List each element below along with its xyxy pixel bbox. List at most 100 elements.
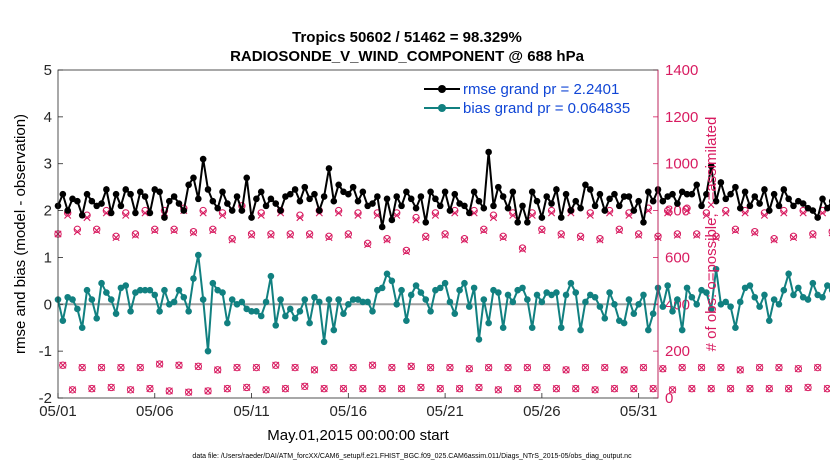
bias-point <box>582 298 589 306</box>
obs-possible-point <box>547 206 556 215</box>
rmse-point <box>83 190 91 198</box>
rmse-point <box>311 190 318 198</box>
obs-assimilated-point <box>78 363 86 372</box>
bias-point <box>325 296 333 303</box>
obs-possible-point <box>199 206 207 215</box>
x-axis-label: May.01,2015 00:00:00 start <box>267 427 449 444</box>
rmse-point <box>427 188 434 196</box>
rmse-point <box>359 188 367 196</box>
y-axis-label: rmse and bias (model - observation) <box>12 114 29 354</box>
bias-point <box>519 284 526 292</box>
bias-point <box>499 324 507 332</box>
rmse-point <box>132 209 139 217</box>
obs-possible-point <box>175 361 183 369</box>
obs-assimilated-point <box>310 366 319 374</box>
obs-possible-point <box>455 384 464 393</box>
obs-assimilated-point <box>547 209 556 217</box>
rmse-point <box>190 174 197 182</box>
rmse-point <box>659 197 667 205</box>
obs-possible-point <box>78 363 86 372</box>
rmse-point <box>465 209 473 217</box>
bias-point <box>577 326 584 334</box>
obs-possible-point <box>596 234 604 243</box>
rmse-point <box>243 174 251 182</box>
obs-possible-point <box>431 209 440 217</box>
bias-point <box>557 324 565 332</box>
obs-count-series <box>54 202 830 396</box>
rmse-point <box>248 214 255 221</box>
bias-point <box>204 347 212 355</box>
rmse-point <box>78 211 86 219</box>
rmse-point <box>398 202 405 210</box>
obs-possible-point <box>344 230 353 238</box>
bias-point <box>441 279 449 287</box>
rmse-point <box>645 188 652 196</box>
chart-subtitle: RADIOSONDE_V_WIND_COMPONENT @ 688 hPa <box>230 48 585 65</box>
y-tick-label: 2 <box>44 203 52 220</box>
obs-assimilated-point <box>533 383 541 392</box>
rmse-point <box>582 181 589 189</box>
x-tick-label: 05/16 <box>330 403 368 420</box>
rmse-point <box>369 200 376 207</box>
rmse-point <box>780 186 788 193</box>
rmse-point <box>586 186 594 193</box>
bias-point <box>170 298 178 306</box>
bias-point <box>456 286 463 294</box>
obs-possible-point <box>407 362 415 371</box>
obs-assimilated-point <box>678 363 686 372</box>
bias-point <box>688 293 696 301</box>
obs-assimilated-point <box>156 360 164 368</box>
obs-assimilated-point <box>407 362 415 370</box>
obs-possible-point <box>194 362 203 371</box>
obs-possible-point <box>601 363 609 372</box>
x-tick-label: 05/26 <box>523 403 561 420</box>
rmse-point <box>277 207 284 214</box>
obs-possible-point <box>247 230 256 238</box>
rmse-point <box>688 190 696 198</box>
obs-assimilated-point <box>789 233 798 242</box>
bias-point <box>693 300 701 308</box>
y-tick-label: 5 <box>44 62 52 79</box>
obs-assimilated-point <box>465 365 473 373</box>
obs-assimilated-point <box>668 386 677 394</box>
rmse-point <box>785 195 792 203</box>
bias-point <box>562 291 570 299</box>
obs-assimilated-point <box>364 240 372 249</box>
bias-point <box>98 279 105 287</box>
rmse-point <box>112 190 120 198</box>
obs-assimilated-point <box>189 229 198 237</box>
obs-assimilated-point <box>509 211 517 219</box>
bias-point <box>330 326 338 334</box>
bias-point <box>403 317 410 324</box>
obs-assimilated-point <box>88 385 96 393</box>
bias-point <box>465 303 473 310</box>
x-tick-label: 05/31 <box>620 403 658 420</box>
y2-tick-label: 1400 <box>665 62 698 79</box>
bias-point <box>112 310 120 317</box>
rmse-point <box>412 204 420 212</box>
obs-possible-point <box>663 206 672 215</box>
bias-point <box>383 270 391 278</box>
rmse-point <box>514 218 521 226</box>
obs-possible-point <box>557 230 565 238</box>
rmse-point <box>141 193 149 200</box>
obs-assimilated-point <box>518 245 527 253</box>
obs-possible-point <box>417 383 425 392</box>
obs-possible-point <box>165 387 173 395</box>
obs-assimilated-point <box>659 365 667 373</box>
bias-point <box>257 312 265 320</box>
rmse-point <box>88 197 96 205</box>
rmse-point <box>59 190 67 198</box>
rmse-point <box>441 188 449 196</box>
obs-possible-point <box>543 363 551 372</box>
bias-point <box>311 293 318 301</box>
rmse-point <box>214 204 221 212</box>
obs-possible-point <box>668 386 677 394</box>
bias-point <box>103 289 110 296</box>
rmse-point <box>732 183 739 191</box>
obs-assimilated-point <box>499 233 507 242</box>
obs-assimilated-point <box>823 385 830 393</box>
obs-assimilated-point <box>431 211 440 219</box>
obs-assimilated-point <box>504 363 512 372</box>
rmse-point <box>509 188 517 196</box>
